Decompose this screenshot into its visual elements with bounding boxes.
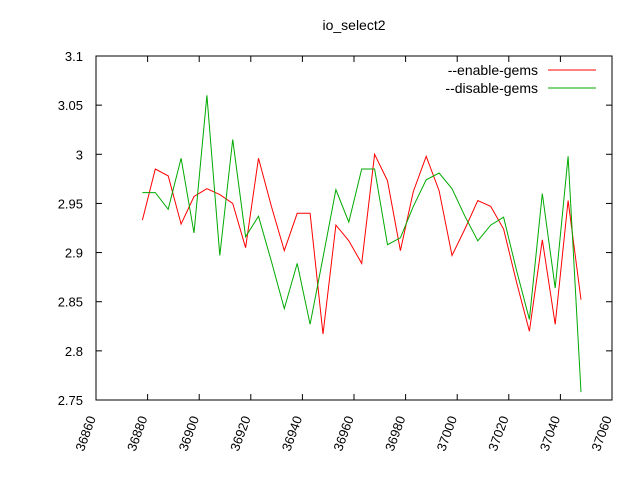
x-tick-label: 36880 bbox=[124, 414, 150, 453]
legend-label: --disable-gems bbox=[445, 80, 538, 96]
x-axis: 36860 36880 36900 36920 36940 36960 36980 37000… bbox=[72, 56, 615, 453]
x-tick-label: 37040 bbox=[537, 414, 563, 453]
x-tick-label: 36920 bbox=[227, 414, 253, 453]
y-tick-label: 2.9 bbox=[65, 246, 83, 261]
x-tick-label: 37020 bbox=[485, 414, 511, 453]
y-tick-label: 2.95 bbox=[58, 196, 83, 211]
legend-label: --enable-gems bbox=[448, 62, 538, 78]
y-tick-label: 3.1 bbox=[65, 49, 83, 64]
x-tick-label: 36900 bbox=[176, 414, 202, 453]
y-tick-label: 2.75 bbox=[58, 393, 83, 408]
legend: --enable-gems --disable-gems bbox=[445, 62, 596, 96]
x-tick-label: 36980 bbox=[382, 414, 408, 453]
y-tick-label: 2.8 bbox=[65, 344, 83, 359]
y-tick-label: 2.85 bbox=[58, 295, 83, 310]
series-lines bbox=[141, 95, 582, 393]
x-tick-label: 37000 bbox=[434, 414, 460, 453]
y-axis: 2.75 2.8 2.85 2.9 2.95 3 3.05 3.1 bbox=[58, 49, 612, 408]
series-line-0 bbox=[141, 152, 582, 335]
x-tick-label: 36940 bbox=[279, 414, 305, 453]
x-tick-label: 37060 bbox=[588, 414, 614, 453]
x-tick-label: 36860 bbox=[72, 414, 98, 453]
series-line-1 bbox=[142, 95, 582, 393]
y-tick-label: 3.05 bbox=[58, 98, 83, 113]
chart-title: io_select2 bbox=[322, 17, 385, 33]
y-tick-label: 3 bbox=[76, 147, 83, 162]
plot-area-frame bbox=[95, 55, 613, 401]
x-tick-label: 36960 bbox=[330, 414, 356, 453]
